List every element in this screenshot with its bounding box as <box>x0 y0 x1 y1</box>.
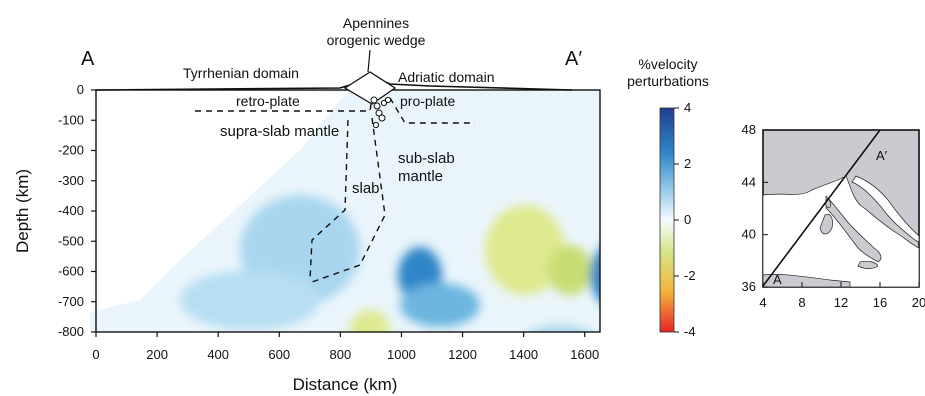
colorbar-tick-label: 0 <box>684 212 691 227</box>
x-tick-label: 0 <box>92 347 99 362</box>
wedge-title-line1: Apennines <box>343 15 409 31</box>
structure-lines <box>195 97 475 283</box>
x-tick-label: 1400 <box>509 347 538 362</box>
sub-slab-label-line2: mantle <box>398 168 443 185</box>
tomography-section <box>90 88 600 332</box>
sub-slab-label-line1: sub-slab <box>398 150 455 167</box>
colorbar-tick-label: -4 <box>684 324 696 339</box>
colorbar: %velocity perturbations 4 2 0 -2 -4 <box>627 56 709 339</box>
label-a: A <box>81 48 95 70</box>
map-sea <box>762 175 920 288</box>
retro-plate-label: retro-plate <box>236 93 300 109</box>
pro-plate-label: pro-plate <box>400 93 455 109</box>
map-lon-label: 20 <box>912 295 925 310</box>
x-tick-label: 800 <box>330 347 352 362</box>
map-lon-label: 12 <box>834 295 848 310</box>
topography <box>95 49 573 105</box>
colorbar-title-line1: %velocity <box>638 56 697 72</box>
section-axes: 0 200 400 600 800 1000 1200 1400 1600 0 -100 -200 -3… <box>58 82 601 362</box>
colorbar-tick-label: -2 <box>684 268 696 283</box>
colorbar-tick-label: 2 <box>684 156 691 171</box>
orogenic-wedge <box>343 71 397 105</box>
colorbar-tick-label: 4 <box>684 100 691 115</box>
y-tick-label: -500 <box>58 233 84 248</box>
map-lon-label: 8 <box>798 295 805 310</box>
slab-upper-edge <box>309 119 349 281</box>
colorbar-ticks: 4 2 0 -2 -4 <box>674 100 696 339</box>
y-tick-label: -400 <box>58 203 84 218</box>
colorbar-title-line2: perturbations <box>627 73 709 89</box>
y-tick-label: -600 <box>58 264 84 279</box>
y-tick-label: 0 <box>77 82 84 97</box>
map-lat-label: 36 <box>742 279 756 294</box>
profile-line <box>762 129 881 287</box>
slab-lower-edge <box>311 117 386 283</box>
y-tick-label: -700 <box>58 294 84 309</box>
map-label-a-prime: A′ <box>876 148 888 163</box>
x-axis-title: Distance (km) <box>293 375 398 394</box>
map-lon-label: 4 <box>759 295 766 310</box>
y-tick-label: -200 <box>58 143 84 158</box>
map-lat-label: 48 <box>742 122 756 137</box>
y-tick-label: -800 <box>58 324 84 339</box>
map-lat-label: 40 <box>742 227 756 242</box>
x-tick-label: 200 <box>146 347 168 362</box>
y-tick-label: -300 <box>58 173 84 188</box>
retro-plate-line <box>195 97 373 112</box>
slab-label: slab <box>352 180 380 197</box>
y-axis-title: Depth (km) <box>13 169 32 253</box>
seismicity-markers <box>370 96 392 129</box>
wedge-title-line2: orogenic wedge <box>327 32 426 48</box>
x-tick-label: 1600 <box>570 347 599 362</box>
x-tick-label: 400 <box>207 347 229 362</box>
x-tick-label: 600 <box>268 347 290 362</box>
y-tick-label: -100 <box>58 112 84 127</box>
map-lon-label: 16 <box>873 295 887 310</box>
map-label-a: A <box>773 272 782 287</box>
domain-right-label: Adriatic domain <box>398 69 495 85</box>
map-lat-label: 44 <box>742 174 756 189</box>
supra-slab-label: supra-slab mantle <box>220 123 339 140</box>
colorbar-gradient <box>659 107 675 333</box>
x-tick-label: 1000 <box>387 347 416 362</box>
label-a-prime: A′ <box>565 48 582 70</box>
x-tick-label: 1200 <box>448 347 477 362</box>
wedge-pointer <box>367 49 371 73</box>
velocity-field <box>90 88 600 332</box>
domain-left-label: Tyrrhenian domain <box>183 65 299 81</box>
